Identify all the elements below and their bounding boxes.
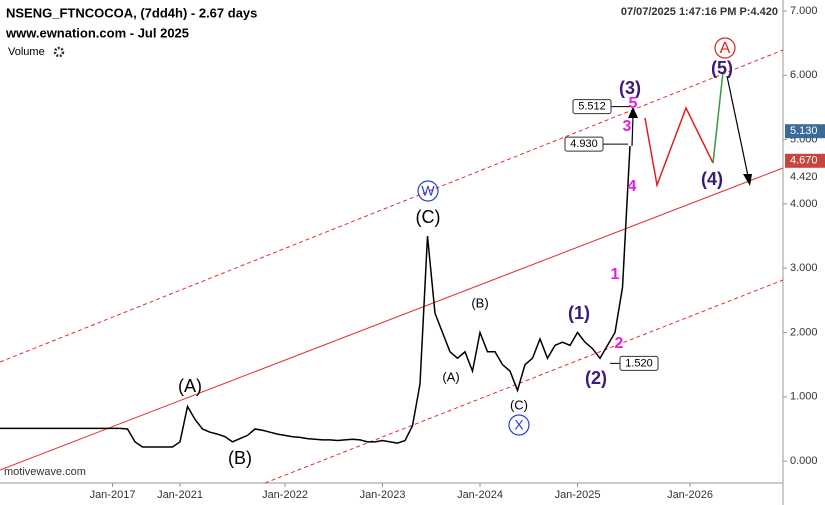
wave-label: (3) (619, 78, 641, 98)
chart-subtitle: www.ewnation.com - Jul 2025 (5, 25, 189, 40)
wave-label: A (720, 40, 731, 57)
axis-marker-label: 4.670 (790, 155, 818, 167)
y-tick-label: 2.000 (790, 326, 818, 338)
wave-label: 2 (615, 335, 624, 352)
settings-icon[interactable] (53, 46, 65, 58)
arrow-head (628, 107, 638, 118)
y-tick-label: 1.000 (790, 391, 818, 403)
y-tick-label: 3.000 (790, 262, 818, 274)
channel-upper (0, 49, 784, 363)
wave-label: (C) (510, 397, 528, 412)
wave-label: W (421, 183, 435, 199)
projection-red (644, 106, 714, 188)
price-box (564, 136, 604, 152)
watermark: motivewave.com (4, 466, 86, 478)
projection-green (712, 71, 724, 164)
wave-label: (2) (585, 368, 607, 388)
x-tick-label: Jan-2017 (90, 489, 136, 501)
x-tick-label: Jan-2025 (555, 489, 601, 501)
x-tick-label: Jan-2023 (360, 489, 406, 501)
wave-label: (B) (228, 448, 252, 468)
projection-arrow (726, 75, 749, 177)
axis-marker-label: 5.130 (790, 125, 818, 137)
y-tick-label: 6.000 (790, 69, 818, 81)
price-box (619, 355, 659, 371)
wave-circle (508, 414, 530, 436)
timestamp: 07/07/2025 1:47:16 PM P:4.420 (621, 6, 778, 18)
wave-label: 4 (628, 178, 637, 195)
axis-marker (785, 153, 825, 168)
wave-label: (1) (568, 303, 590, 323)
wave-label: (5) (711, 58, 733, 78)
x-tick-label: Jan-2026 (667, 489, 713, 501)
wave-label: (4) (701, 169, 723, 189)
axis-marker-label: 4.420 (790, 171, 818, 183)
y-tick-label: 7.000 (790, 5, 818, 17)
x-tick-label: Jan-2022 (262, 489, 308, 501)
volume-label: Volume (8, 46, 45, 58)
axis-marker (785, 124, 825, 139)
wave-label: 5 (629, 95, 638, 112)
axis-marker (785, 169, 825, 184)
wave-label: 1 (611, 266, 620, 283)
x-tick-label: Jan-2024 (457, 489, 503, 501)
price-label: 1.520 (625, 357, 653, 369)
wave-label: (A) (178, 376, 202, 396)
price-line (0, 145, 631, 448)
up-arrow (631, 115, 634, 147)
arrow-head (743, 174, 752, 186)
price-label: 5.512 (578, 101, 606, 113)
wave-label: X (514, 417, 524, 433)
wave-circle (714, 37, 736, 59)
price-box (572, 99, 612, 115)
y-tick-label: 0.000 (790, 455, 818, 467)
x-axis-band (0, 483, 825, 505)
channel-mid (0, 167, 784, 471)
y-tick-label: 4.000 (790, 198, 818, 210)
wave-label: 3 (623, 118, 632, 135)
wave-label: (B) (471, 295, 488, 310)
wave-circle (417, 180, 439, 202)
channel-lower (264, 279, 784, 484)
price-label: 4.930 (570, 138, 598, 150)
wave-label: (A) (442, 369, 459, 384)
x-tick-label: Jan-2021 (157, 489, 203, 501)
wave-label: (C) (416, 207, 441, 227)
chart-title: NSENG_FTNCOCOA, (7dd4h) - 2.67 days (6, 5, 257, 20)
